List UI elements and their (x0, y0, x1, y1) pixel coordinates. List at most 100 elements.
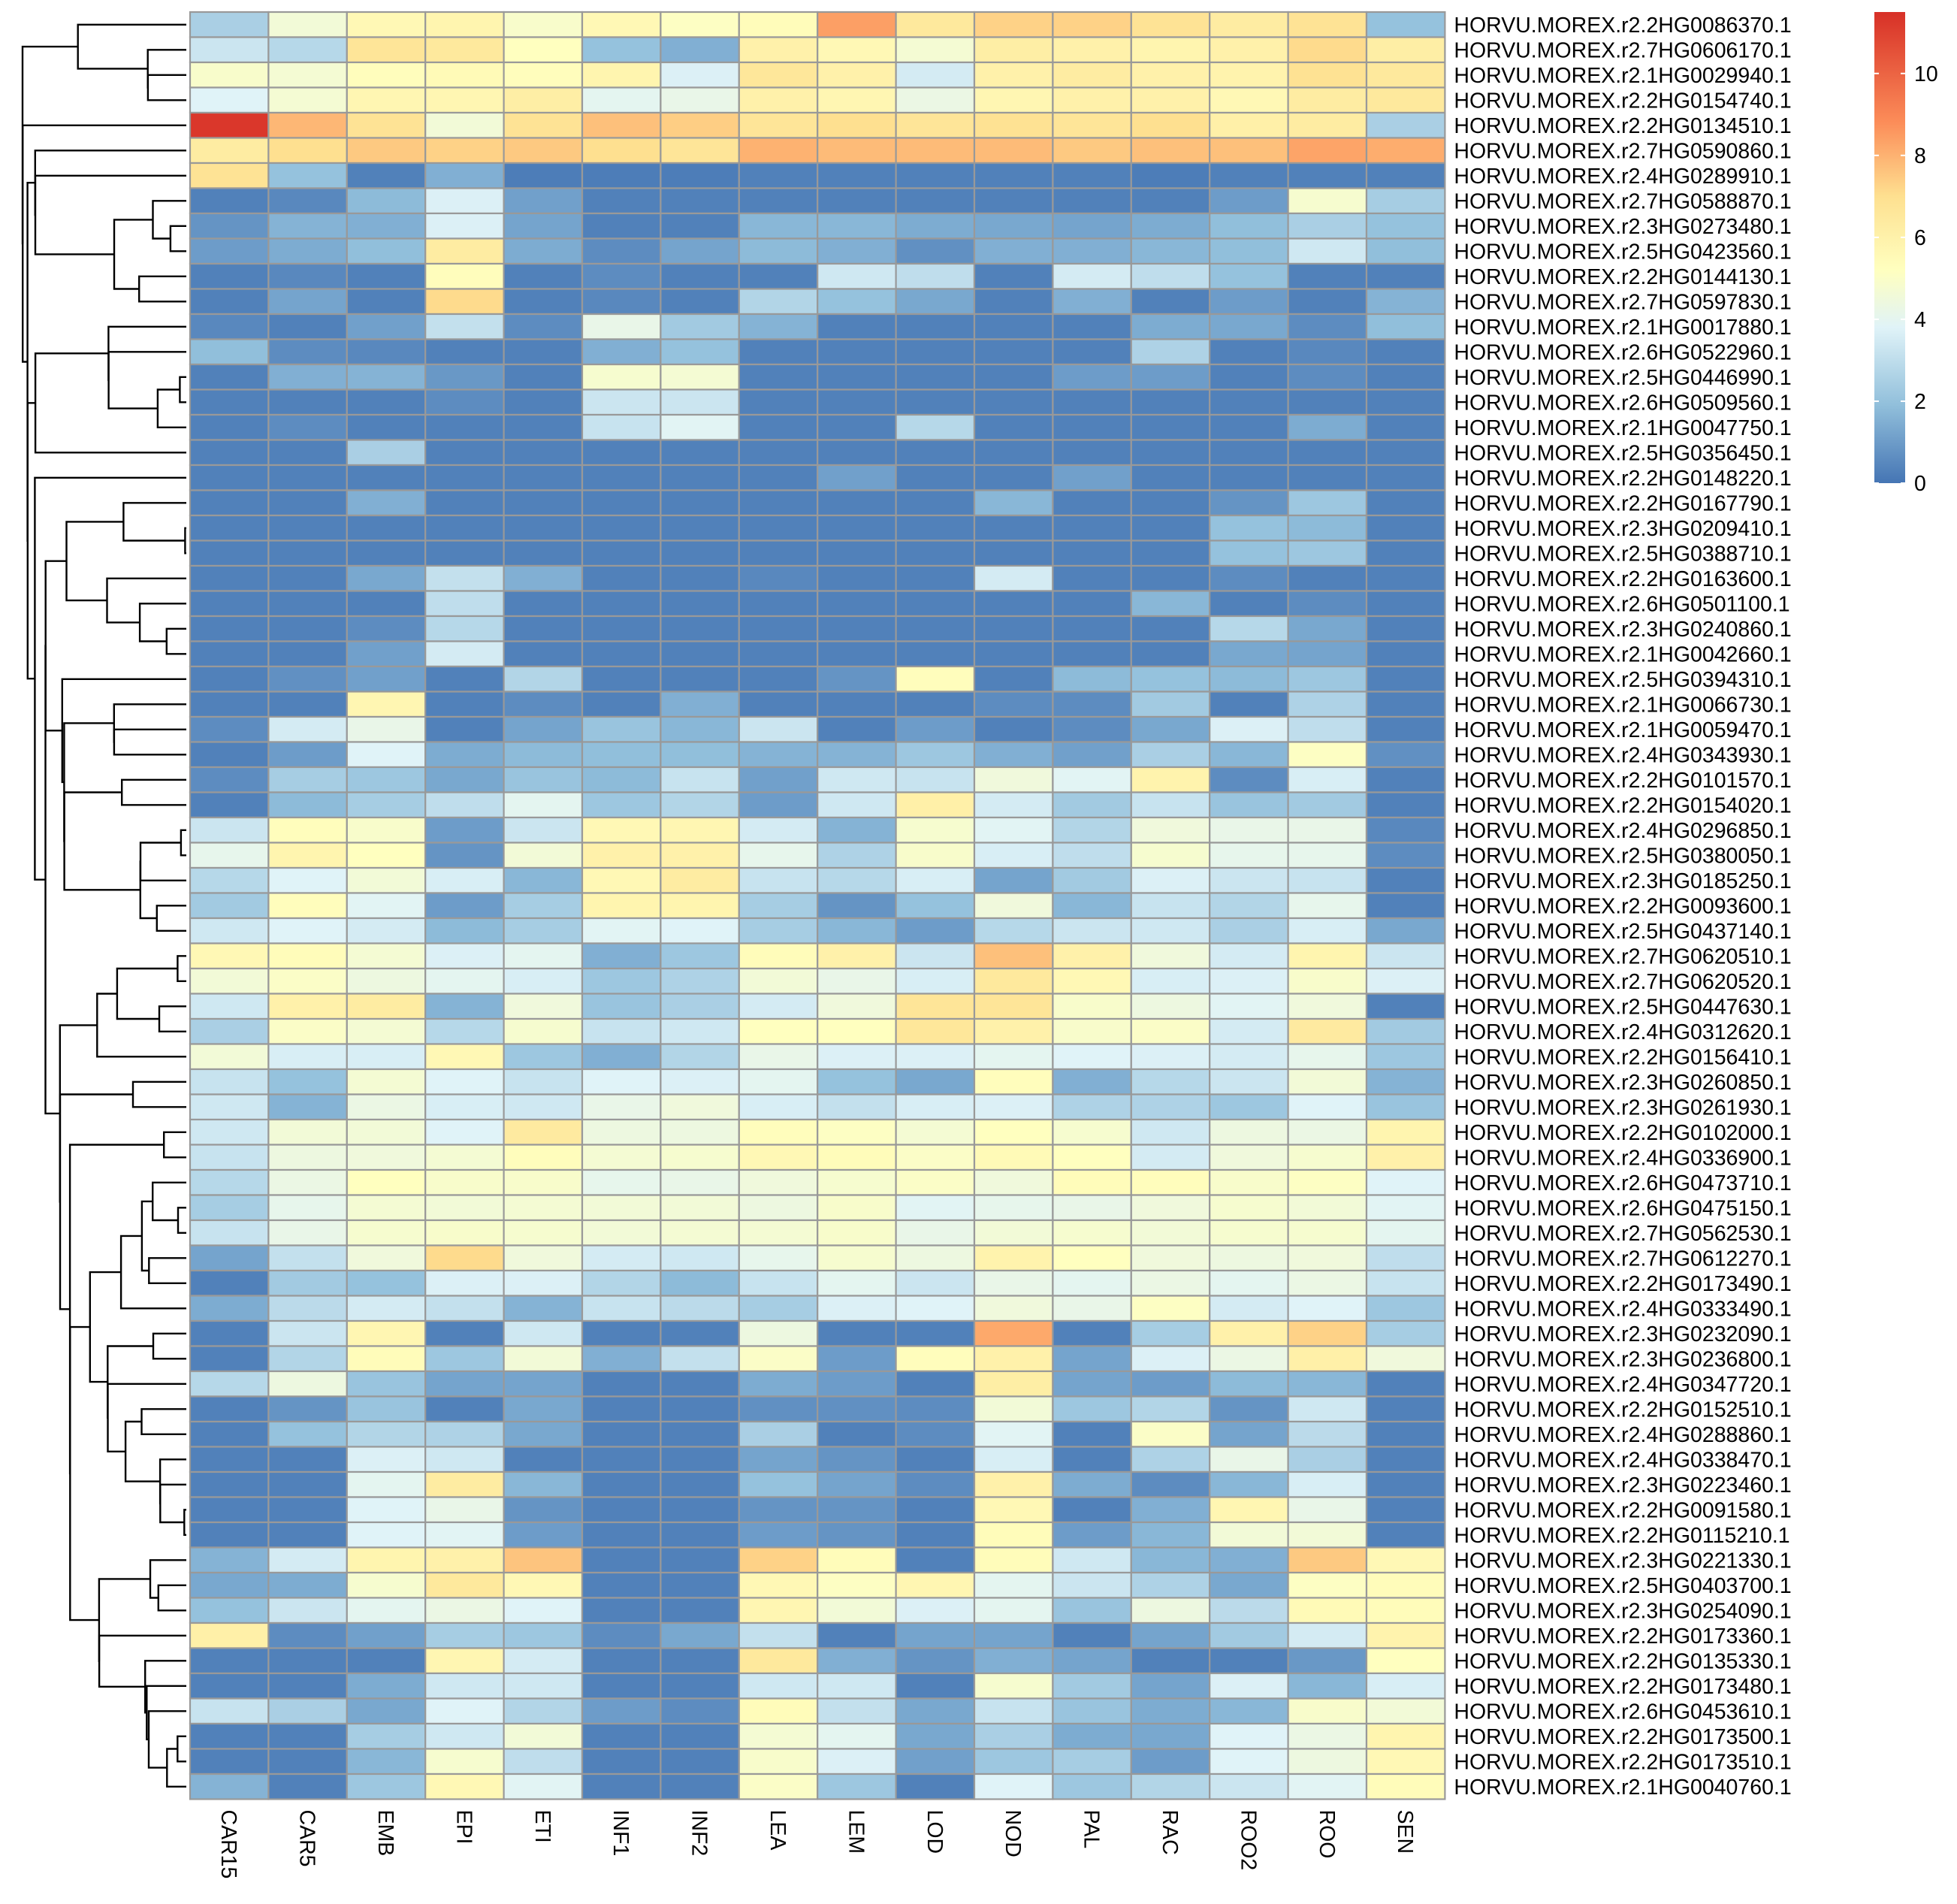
heatmap-cell (346, 615, 427, 642)
heatmap-cell (581, 917, 662, 944)
heatmap-cell (189, 866, 270, 894)
heatmap-cell (817, 162, 897, 189)
heatmap-cell (267, 564, 348, 592)
heatmap-cell (189, 86, 270, 114)
heatmap-cell (189, 942, 270, 970)
heatmap-cell (973, 1748, 1054, 1776)
heatmap-cell (1130, 413, 1211, 441)
heatmap-cell (738, 1597, 819, 1624)
heatmap-cell (1209, 1118, 1289, 1146)
heatmap-cell (1365, 212, 1446, 240)
heatmap-cell (817, 1043, 897, 1071)
heatmap-cell (973, 766, 1054, 793)
heatmap-cell (817, 212, 897, 240)
heatmap-cell (1052, 1295, 1132, 1322)
heatmap-cell (503, 1219, 584, 1247)
heatmap-cell (424, 892, 505, 920)
heatmap-cell (189, 1748, 270, 1776)
heatmap-cell (895, 816, 976, 844)
heatmap-cell (189, 665, 270, 693)
heatmap-cell (1365, 363, 1446, 391)
heatmap-cell (189, 1219, 270, 1247)
heatmap-cell (503, 1118, 584, 1146)
heatmap-cell (1287, 1496, 1368, 1524)
heatmap-cell (267, 942, 348, 970)
heatmap-cell (1130, 917, 1211, 944)
heatmap-cell (817, 313, 897, 340)
color-legend: 0 2 4 6 8 10 (1874, 12, 1938, 496)
heatmap-cell (1287, 413, 1368, 441)
heatmap-cell (1365, 1118, 1446, 1146)
heatmap-cell (424, 590, 505, 618)
heatmap-cell (424, 1722, 505, 1750)
heatmap-cell (973, 1043, 1054, 1071)
heatmap-cell (895, 489, 976, 517)
heatmap-cell (738, 1244, 819, 1272)
heatmap-cell (660, 1470, 740, 1498)
heatmap-cell (1052, 791, 1132, 819)
heatmap-cell (267, 1546, 348, 1574)
dendrogram-branch (140, 1408, 186, 1435)
heatmap-cell (1365, 111, 1446, 139)
heatmap-cell (503, 866, 584, 894)
heatmap-cell (1052, 1244, 1132, 1272)
heatmap-cell (1287, 1244, 1368, 1272)
heatmap-cell (503, 1144, 584, 1171)
heatmap-cell (1130, 1244, 1211, 1272)
heatmap-cell (1130, 338, 1211, 366)
heatmap-cell (1130, 741, 1211, 769)
heatmap-cell (267, 1446, 348, 1473)
dendrogram-branch (131, 1080, 186, 1108)
heatmap-cell (267, 1269, 348, 1297)
heatmap-cell (895, 388, 976, 416)
heatmap-cell (346, 1118, 427, 1146)
heatmap-cell (1365, 665, 1446, 693)
row-label: HORVU.MOREX.r2.7HG0597830.1 (1454, 290, 1791, 314)
heatmap-cell (581, 1168, 662, 1196)
heatmap-cell (660, 1295, 740, 1322)
heatmap-cell (973, 187, 1054, 215)
heatmap-cell (581, 993, 662, 1020)
heatmap-cell (346, 791, 427, 819)
heatmap-cell (1209, 212, 1289, 240)
heatmap-cell (1130, 1118, 1211, 1146)
row-label: HORVU.MOREX.r2.2HG0086370.1 (1454, 14, 1791, 38)
heatmap-cell (581, 1269, 662, 1297)
heatmap-cell (1209, 1168, 1289, 1196)
heatmap-cell (1130, 590, 1211, 618)
heatmap-cell (738, 1748, 819, 1776)
heatmap-cell (1287, 489, 1368, 517)
heatmap-cell (738, 262, 819, 290)
heatmap-cell (189, 590, 270, 618)
heatmap-cell (738, 237, 819, 265)
heatmap-cell (346, 816, 427, 844)
heatmap-cell (1052, 1571, 1132, 1599)
heatmap-cell (581, 715, 662, 743)
heatmap-cell (895, 514, 976, 542)
heatmap-cell (1365, 691, 1446, 718)
heatmap-cell (1130, 993, 1211, 1020)
heatmap-cell (1130, 11, 1211, 38)
heatmap-cell (503, 892, 584, 920)
heatmap-cell (1052, 1496, 1132, 1524)
dendrogram-branch (159, 1483, 186, 1524)
heatmap-cell (895, 288, 976, 316)
heatmap-cell (581, 489, 662, 517)
heatmap-cell (581, 615, 662, 642)
heatmap-cell (503, 1295, 584, 1322)
heatmap-cell (346, 1244, 427, 1272)
heatmap-cell (738, 212, 819, 240)
heatmap-cell (424, 1496, 505, 1524)
row-label: HORVU.MOREX.r2.4HG0333490.1 (1454, 1297, 1791, 1321)
heatmap-cell (189, 1093, 270, 1121)
heatmap-cell (346, 1319, 427, 1347)
heatmap-cell (1287, 967, 1368, 995)
heatmap-cell (1287, 816, 1368, 844)
heatmap-cell (1130, 967, 1211, 995)
heatmap-cell (267, 1017, 348, 1045)
column-label: EMB (373, 1810, 397, 1857)
heatmap-cell (1130, 1697, 1211, 1725)
heatmap-cell (189, 237, 270, 265)
heatmap-cell (1209, 842, 1289, 869)
heatmap-cell (1365, 766, 1446, 793)
